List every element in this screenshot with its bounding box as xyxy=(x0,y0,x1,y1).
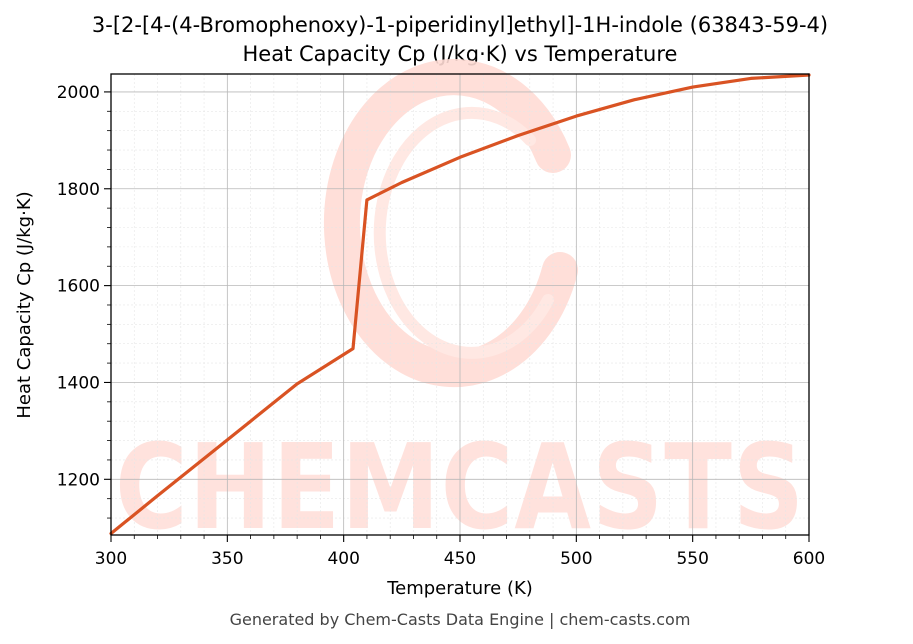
y-tick-label: 1600 xyxy=(57,277,100,297)
series-layer xyxy=(109,73,811,536)
y-tick-label: 1400 xyxy=(57,373,100,393)
x-axis: 300 350 400 450 500 550 600 xyxy=(95,535,825,569)
x-axis-label: Temperature (K) xyxy=(386,578,533,599)
x-tick-label: 450 xyxy=(444,549,476,569)
series-line xyxy=(109,73,811,536)
y-axis: 1200 1400 1600 1800 2000 xyxy=(57,83,111,519)
x-tick-label: 550 xyxy=(676,549,708,569)
y-tick-label: 1200 xyxy=(57,470,100,490)
x-tick-label: 300 xyxy=(95,549,127,569)
footer-credit: Generated by Chem-Casts Data Engine | ch… xyxy=(230,610,691,629)
y-tick-label: 2000 xyxy=(57,83,100,103)
watermark-logo xyxy=(323,59,578,388)
chart-title: 3-[2-[4-(4-Bromophenoxy)-1-piperidinyl]e… xyxy=(92,13,828,37)
watermark-text: CHEMCASTS xyxy=(115,418,805,556)
y-tick-label: 1800 xyxy=(57,180,100,200)
x-tick-label: 500 xyxy=(560,549,592,569)
x-tick-label: 600 xyxy=(793,549,825,569)
x-tick-label: 400 xyxy=(327,549,359,569)
x-tick-label: 350 xyxy=(211,549,243,569)
y-axis-label: Heat Capacity Cp (J/kg·K) xyxy=(14,191,35,418)
